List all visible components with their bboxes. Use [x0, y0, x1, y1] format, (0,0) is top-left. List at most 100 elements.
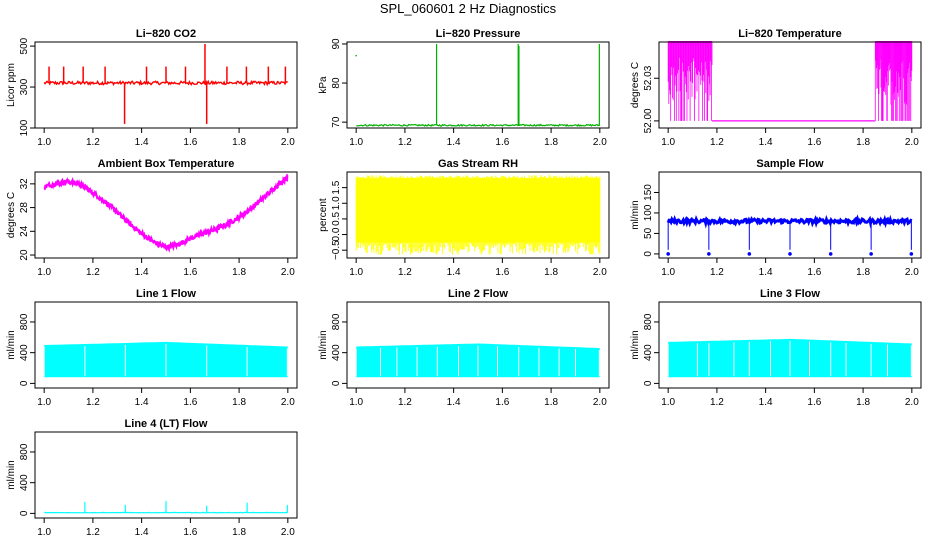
- panel-gas-stream-rh-ytick-label-1: 0.0: [331, 227, 342, 241]
- panel-li-820-co2: Li−820 CO2 Licor ppm 1.0 1.2 1.4 1.6 1.8 2.0 100…: [6, 28, 298, 148]
- panel-line-3-flow-ytick-label-1: 400: [643, 344, 654, 361]
- panel-ambient-box-temperature-xtick-label-0: 1.0: [37, 267, 51, 278]
- panel-line-4-lt-flow-frame: [34, 431, 298, 519]
- panel-line-3-flow-xtick-label-4: 1.8: [856, 397, 870, 408]
- panel-li-820-co2-xtick-label-2: 1.4: [135, 137, 149, 148]
- panel-gas-stream-rh-ytick-label-3: 1.0: [331, 196, 342, 210]
- panel-gas-stream-rh-ytick-label-2: 0.5: [331, 212, 342, 226]
- panel-li-820-pressure: Li−820 Pressure kPa 1.0 1.2 1.4 1.6 1.8 2.0 70 80…: [318, 28, 610, 148]
- panel-sample-flow-ytick-label-1: 50: [643, 227, 654, 239]
- panel-li-820-temperature-title: Li−820 Temperature: [738, 28, 841, 40]
- panel-li-820-pressure-xtick-label-2: 1.4: [447, 137, 461, 148]
- panel-gas-stream-rh-xtick-label-2: 1.4: [447, 267, 461, 278]
- panel-sample-flow-ytick-label-2: 100: [643, 204, 654, 221]
- panel-sample-flow-ytick-label-3: 150: [643, 184, 654, 201]
- panel-li-820-co2-title: Li−820 CO2: [136, 28, 196, 40]
- panel-ambient-box-temperature-ytick-label-3: 32: [19, 178, 30, 190]
- panel-ambient-box-temperature-xtick-label-5: 2.0: [281, 267, 295, 278]
- panel-li-820-pressure-line: [356, 123, 601, 127]
- panel-ambient-box-temperature-ytick-label-0: 20: [19, 249, 30, 261]
- panel-ambient-box-temperature-ytick-label-1: 24: [19, 225, 30, 237]
- panel-li-820-pressure-outlier-0: [355, 54, 357, 57]
- panel-li-820-co2-ylabel: Licor ppm: [6, 63, 17, 107]
- panel-sample-flow-drop-point-1: [707, 252, 711, 256]
- panel-line-1-flow-ylabel: ml/min: [6, 330, 17, 359]
- panel-line-4-lt-flow-series: [44, 501, 288, 514]
- panel-line-2-flow-xtick-label-2: 1.4: [447, 397, 461, 408]
- panel-sample-flow-ytick-label-0: 0: [643, 251, 654, 257]
- panel-sample-flow-frame: [658, 171, 922, 259]
- panel-ambient-box-temperature-title: Ambient Box Temperature: [98, 158, 235, 170]
- panel-line-4-lt-flow-xtick-label-0: 1.0: [37, 527, 51, 538]
- panel-ambient-box-temperature-series: [43, 173, 289, 253]
- panel-li-820-co2-ytick-label-2: 500: [19, 37, 30, 54]
- panel-li-820-temperature-ylabel: degrees C: [630, 62, 641, 108]
- panel-line-1-flow-title: Line 1 Flow: [136, 288, 196, 300]
- panel-sample-flow-xtick-label-3: 1.6: [807, 267, 821, 278]
- panel-line-3-flow: Line 3 Flow ml/min 1.0 1.2 1.4 1.6 1.8 2.0 0 400 8…: [630, 288, 922, 408]
- panel-ambient-box-temperature-ylabel: degrees C: [6, 192, 17, 238]
- panel-line-4-lt-flow-ytick-label-1: 400: [19, 474, 30, 491]
- panel-sample-flow-xtick-label-4: 1.8: [856, 267, 870, 278]
- panel-li-820-pressure-ytick-label-1: 80: [331, 77, 342, 89]
- panel-li-820-temperature-series: [667, 41, 913, 122]
- panel-li-820-temperature-xtick-label-3: 1.6: [807, 137, 821, 148]
- panel-line-2-flow-ytick-label-1: 400: [331, 344, 342, 361]
- panel-li-820-temperature-ytick-label-1: 52.03: [643, 65, 654, 90]
- panel-line-1-flow-xtick-label-1: 1.2: [86, 397, 100, 408]
- panel-line-4-lt-flow: Line 4 (LT) Flow ml/min 1.0 1.2 1.4 1.6 1.8 2.0…: [6, 418, 298, 538]
- panel-li-820-temperature-xtick-label-4: 1.8: [856, 137, 870, 148]
- panel-ambient-box-temperature: Ambient Box Temperature degrees C 1.0 1.2 1.…: [6, 158, 298, 278]
- panel-li-820-pressure-frame: [346, 41, 610, 129]
- panel-ambient-box-temperature-xtick-label-1: 1.2: [86, 267, 100, 278]
- panel-li-820-temperature-frame: [658, 41, 922, 129]
- panel-sample-flow-drop-point-3: [788, 252, 792, 256]
- panel-li-820-pressure-xtick-label-0: 1.0: [349, 137, 363, 148]
- panel-sample-flow-xtick-label-0: 1.0: [661, 267, 675, 278]
- panel-li-820-pressure-xtick-label-1: 1.2: [398, 137, 412, 148]
- panel-sample-flow-title: Sample Flow: [756, 158, 824, 170]
- panel-line-4-lt-flow-xtick-label-5: 2.0: [281, 527, 295, 538]
- panel-ambient-box-temperature-frame: [34, 171, 298, 259]
- panel-line-1-flow-xtick-label-5: 2.0: [281, 397, 295, 408]
- panel-li-820-pressure-ylabel: kPa: [318, 76, 329, 94]
- panel-li-820-pressure-xtick-label-4: 1.8: [544, 137, 558, 148]
- panel-line-2-flow-title: Line 2 Flow: [448, 288, 508, 300]
- panel-li-820-temperature-xtick-label-2: 1.4: [759, 137, 773, 148]
- panel-line-3-flow-ytick-label-0: 0: [643, 380, 654, 386]
- panel-line-3-flow-ylabel: ml/min: [630, 330, 641, 359]
- panel-line-2-flow-xtick-label-1: 1.2: [398, 397, 412, 408]
- panel-li-820-pressure-xtick-label-3: 1.6: [495, 137, 509, 148]
- panel-line-2-flow-frame: [346, 301, 610, 389]
- panel-line-3-flow-xtick-label-2: 1.4: [759, 397, 773, 408]
- panel-line-1-flow-series: [43, 341, 288, 378]
- panel-line-1-flow-xtick-label-0: 1.0: [37, 397, 51, 408]
- panel-gas-stream-rh-frame: [346, 171, 610, 259]
- panel-line-4-lt-flow-ytick-label-0: 0: [19, 510, 30, 516]
- panel-li-820-temperature-xtick-label-0: 1.0: [661, 137, 675, 148]
- panel-li-820-co2-series: [43, 44, 288, 124]
- panel-gas-stream-rh-xtick-label-0: 1.0: [349, 267, 363, 278]
- panel-gas-stream-rh-ytick-label-0: −0.5: [331, 240, 342, 260]
- panel-line-1-flow-ytick-label-0: 0: [19, 380, 30, 386]
- panel-sample-flow-drop-point-4: [828, 252, 833, 256]
- panel-sample-flow-xtick-label-5: 2.0: [905, 267, 919, 278]
- panel-line-3-flow-xtick-label-3: 1.6: [807, 397, 821, 408]
- panel-line-4-lt-flow-title: Line 4 (LT) Flow: [125, 418, 208, 430]
- panel-sample-flow-series: [666, 214, 914, 256]
- panel-li-820-co2-xtick-label-3: 1.6: [183, 137, 197, 148]
- panel-line-2-flow-ytick-label-2: 800: [331, 313, 342, 330]
- figure-title: SPL_060601 2 Hz Diagnostics: [379, 1, 557, 16]
- panel-line-1-flow-frame: [34, 301, 298, 389]
- panel-ambient-box-temperature-xtick-label-4: 1.8: [232, 267, 246, 278]
- panel-gas-stream-rh-ylabel: percent: [318, 198, 329, 232]
- panel-ambient-box-temperature-xtick-label-3: 1.6: [183, 267, 197, 278]
- panel-line-1-flow-xtick-label-4: 1.8: [232, 397, 246, 408]
- panel-gas-stream-rh-xtick-label-1: 1.2: [398, 267, 412, 278]
- panel-ambient-box-temperature-xtick-label-2: 1.4: [135, 267, 149, 278]
- panel-line-2-flow: Line 2 Flow ml/min 1.0 1.2 1.4 1.6 1.8 2.0 0 400 8…: [318, 288, 610, 408]
- panel-sample-flow-xtick-label-2: 1.4: [759, 267, 773, 278]
- panel-line-3-flow-xtick-label-1: 1.2: [710, 397, 724, 408]
